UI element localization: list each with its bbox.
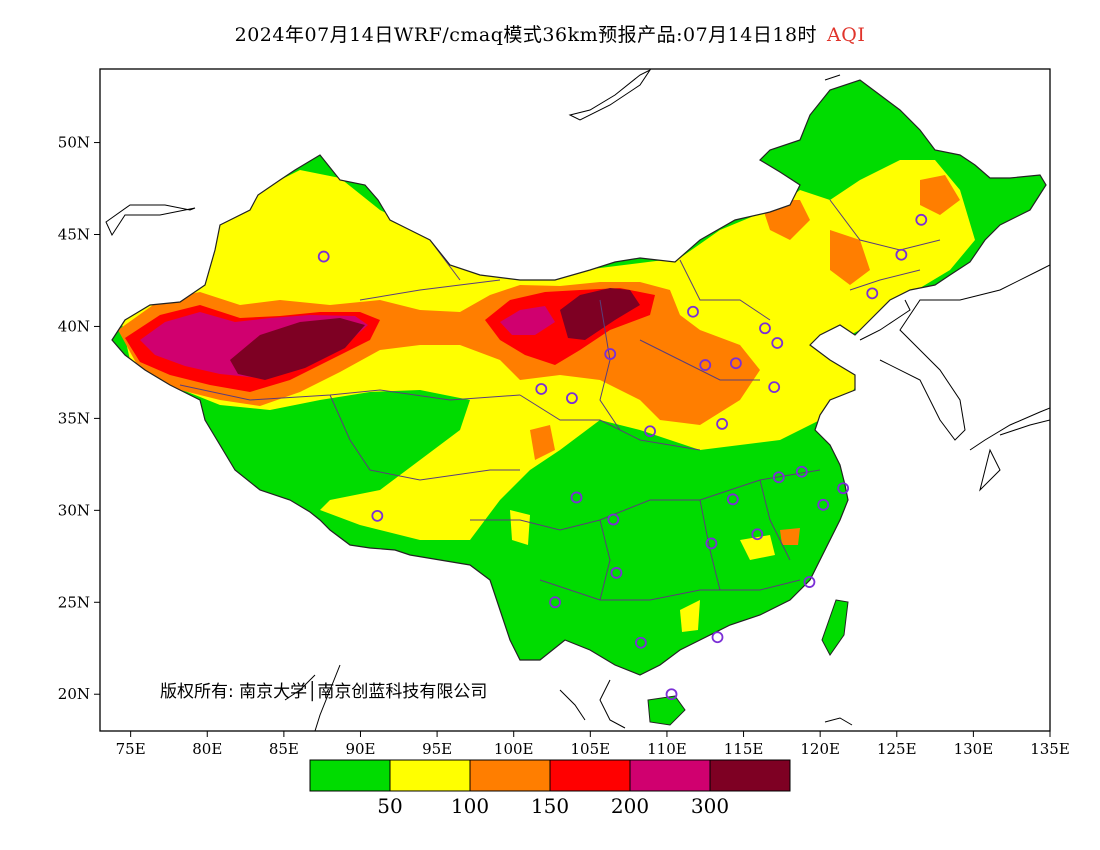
longitude-axis: 75E 80E 85E 90E 95E 100E 105E 110E 115E 120E 125E 1…: [116, 731, 1070, 758]
lat-tick-label: 25N: [58, 593, 90, 611]
copyright-text: 版权所有: 南京大学│南京创蓝科技有限公司: [160, 681, 487, 702]
province-boundaries: [179, 199, 941, 601]
station-marker: [371, 509, 384, 522]
station-marker: [535, 383, 548, 395]
hainan-island: [647, 695, 686, 726]
lon-tick-label: 105E: [571, 740, 611, 758]
colorbar-swatch: [549, 759, 631, 792]
lon-tick-label: 130E: [954, 740, 994, 758]
station-marker: [915, 213, 928, 226]
station-marker: [634, 636, 647, 649]
lat-tick-label: 30N: [58, 501, 90, 519]
lon-tick-label: 75E: [116, 740, 146, 758]
lat-tick-label: 35N: [58, 409, 90, 427]
lon-tick-label: 85E: [269, 740, 299, 758]
station-marker: [570, 491, 583, 504]
aqi-colorbar: 50 100 150 200 300: [309, 759, 791, 818]
station-marker: [803, 576, 816, 588]
station-marker: [716, 418, 728, 430]
lon-tick-label: 125E: [877, 740, 917, 758]
colorbar-label: 150: [531, 794, 569, 818]
station-marker: [607, 513, 620, 526]
station-marker: [729, 357, 742, 370]
station-marker: [751, 528, 764, 541]
station-marker: [566, 392, 578, 405]
lat-tick-label: 40N: [58, 317, 90, 335]
colorbar-label: 100: [451, 794, 489, 818]
colorbar-swatch: [389, 759, 471, 792]
map-frame: [99, 68, 1051, 732]
station-marker: [705, 537, 718, 550]
monitoring-stations: [317, 213, 928, 701]
colorbar-label: 200: [611, 794, 649, 818]
colorbar-label: 300: [691, 794, 729, 818]
station-marker: [665, 688, 678, 701]
colorbar-swatch: [629, 759, 711, 792]
station-marker: [699, 359, 712, 371]
station-marker: [866, 287, 879, 300]
lon-tick-label: 135E: [1030, 740, 1070, 758]
title-text: 2024年07月14日WRF/cmaq模式36km预报产品:07月14日18时: [234, 24, 818, 46]
station-marker: [759, 322, 771, 335]
station-marker: [726, 493, 739, 506]
station-marker: [687, 305, 699, 318]
station-marker: [772, 471, 785, 484]
station-marker: [895, 248, 908, 261]
china-outline: [111, 79, 1047, 676]
taiwan-island: [821, 599, 849, 656]
lon-tick-label: 115E: [724, 740, 764, 758]
map-title: 2024年07月14日WRF/cmaq模式36km预报产品:07月14日18时 A…: [0, 20, 1100, 47]
lon-tick-label: 110E: [647, 740, 687, 758]
colorbar-swatch: [709, 759, 791, 792]
station-marker: [795, 465, 808, 478]
colorbar-label: 50: [377, 794, 402, 818]
station-marker: [768, 381, 781, 394]
lon-tick-label: 90E: [345, 740, 375, 758]
lon-tick-label: 80E: [192, 740, 222, 758]
station-marker: [549, 596, 561, 609]
lat-tick-label: 20N: [58, 685, 90, 703]
station-marker: [604, 348, 617, 360]
station-marker: [644, 425, 656, 438]
station-marker: [711, 631, 724, 644]
lon-tick-label: 100E: [494, 740, 534, 758]
colorbar-swatch: [309, 759, 391, 792]
station-marker: [817, 498, 830, 511]
colorbar-swatch: [469, 759, 551, 792]
lon-tick-label: 120E: [800, 740, 840, 758]
station-marker: [610, 566, 623, 579]
coastlines: [105, 69, 1050, 731]
title-variable: AQI: [827, 24, 866, 46]
lon-tick-label: 95E: [422, 740, 452, 758]
latitude-axis: 20N 25N 30N 35N 40N 45N 50N: [58, 134, 100, 703]
station-marker: [317, 250, 330, 263]
lat-tick-label: 50N: [58, 134, 90, 152]
lat-tick-label: 45N: [58, 226, 90, 244]
station-marker: [837, 482, 850, 495]
station-marker: [771, 337, 784, 349]
